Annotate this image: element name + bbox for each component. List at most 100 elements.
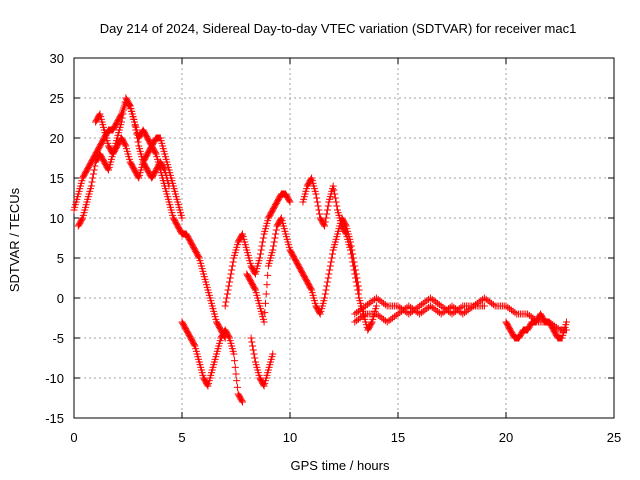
data-point xyxy=(437,310,445,318)
data-point xyxy=(269,350,277,358)
data-point xyxy=(87,182,95,190)
data-points xyxy=(70,94,570,406)
data-point xyxy=(227,270,235,278)
data-point xyxy=(358,305,366,313)
x-tick-label: 10 xyxy=(283,430,297,445)
data-point xyxy=(333,202,341,210)
data-point xyxy=(178,214,186,222)
data-point xyxy=(160,165,168,173)
data-point xyxy=(133,130,141,138)
data-point xyxy=(257,246,265,254)
chart-title: Day 214 of 2024, Sidereal Day-to-day VTE… xyxy=(100,21,577,36)
data-point xyxy=(453,306,461,314)
data-point xyxy=(374,295,382,303)
data-point xyxy=(480,302,488,310)
y-tick-labels: -15 -10 -5 0 5 10 15 20 25 30 xyxy=(45,51,64,426)
data-point xyxy=(358,313,366,321)
data-point xyxy=(507,306,515,314)
data-point xyxy=(226,278,234,286)
data-point xyxy=(307,285,315,293)
data-point xyxy=(286,198,294,206)
data-point xyxy=(269,242,277,250)
data-point xyxy=(354,286,362,294)
data-point xyxy=(322,286,330,294)
data-point xyxy=(488,299,496,307)
data-point xyxy=(233,383,241,391)
data-point xyxy=(374,311,382,319)
data-point xyxy=(225,333,233,341)
data-point xyxy=(372,302,380,310)
data-point xyxy=(259,234,267,242)
data-point xyxy=(165,182,173,190)
data-point xyxy=(430,297,438,305)
y-tick-label: 25 xyxy=(50,91,64,106)
data-point xyxy=(272,230,280,238)
data-point xyxy=(78,215,86,223)
data-point xyxy=(222,298,230,306)
data-point xyxy=(132,126,140,134)
data-point xyxy=(383,318,391,326)
data-point xyxy=(562,318,570,326)
data-point xyxy=(461,309,469,317)
data-point xyxy=(369,297,377,305)
data-point xyxy=(229,258,237,266)
data-point xyxy=(341,229,349,237)
data-point xyxy=(262,290,270,298)
data-point xyxy=(247,334,255,342)
data-point xyxy=(270,238,278,246)
data-point xyxy=(314,202,322,210)
data-point xyxy=(434,307,442,315)
y-tick-label: 5 xyxy=(57,251,64,266)
data-point xyxy=(328,254,336,262)
data-point xyxy=(264,271,272,279)
x-tick-labels: 0 5 10 15 20 25 xyxy=(70,430,621,445)
data-point xyxy=(121,141,129,149)
data-point xyxy=(324,274,332,282)
data-point xyxy=(352,278,360,286)
data-point xyxy=(486,298,494,306)
data-point xyxy=(230,350,238,358)
data-point xyxy=(426,294,434,302)
data-point xyxy=(131,122,139,130)
data-point xyxy=(506,305,514,313)
data-point xyxy=(459,310,467,318)
data-point xyxy=(423,305,431,313)
data-point xyxy=(362,302,370,310)
data-point xyxy=(313,194,321,202)
data-point xyxy=(104,165,112,173)
data-point xyxy=(360,303,368,311)
data-point xyxy=(238,398,246,406)
data-point xyxy=(258,242,266,250)
data-point xyxy=(421,306,429,314)
data-point xyxy=(443,306,451,314)
data-point xyxy=(277,215,285,223)
data-point xyxy=(195,253,203,261)
data-point xyxy=(381,301,389,309)
data-point xyxy=(372,294,380,302)
data-point xyxy=(231,357,239,365)
data-point xyxy=(353,317,361,325)
data-point xyxy=(428,303,436,311)
data-point xyxy=(228,266,236,274)
data-point xyxy=(444,305,452,313)
data-point xyxy=(326,266,334,274)
data-point xyxy=(232,370,240,378)
y-tick-label: -5 xyxy=(52,331,64,346)
x-tick-label: 25 xyxy=(607,430,621,445)
data-point xyxy=(441,307,449,315)
x-tick-label: 0 xyxy=(70,430,77,445)
data-point xyxy=(399,306,407,314)
data-point xyxy=(417,301,425,309)
data-point xyxy=(416,310,424,318)
data-point xyxy=(376,297,384,305)
data-point xyxy=(439,309,447,317)
data-point xyxy=(417,309,425,317)
data-point xyxy=(269,246,277,254)
data-point xyxy=(225,282,233,290)
data-point xyxy=(360,311,368,319)
data-point xyxy=(380,299,388,307)
data-point xyxy=(285,197,293,205)
data-point xyxy=(482,295,490,303)
data-point xyxy=(262,299,270,307)
data-point xyxy=(466,305,474,313)
